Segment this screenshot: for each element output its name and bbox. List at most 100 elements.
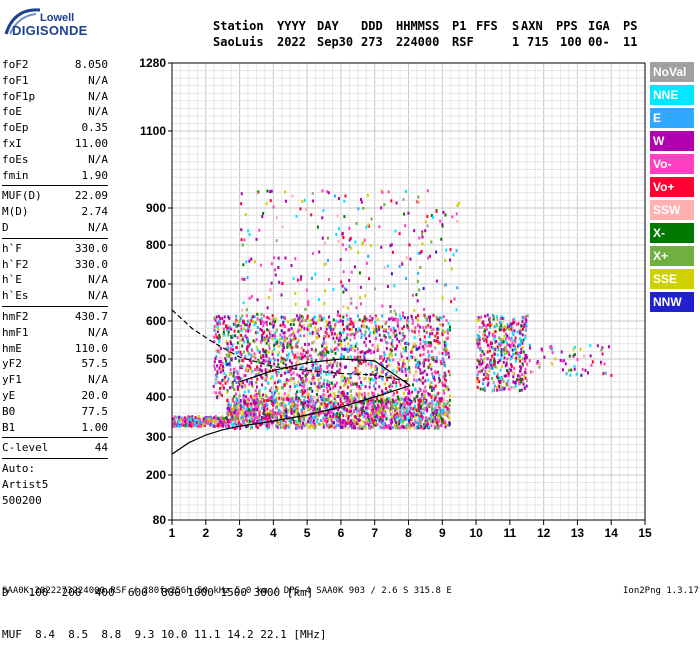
echo-point	[510, 325, 513, 329]
echo-point	[338, 337, 341, 341]
echo-point	[380, 389, 383, 393]
echo-point	[327, 334, 330, 338]
echo-point	[562, 359, 565, 363]
echo-point	[301, 421, 304, 425]
echo-point	[336, 394, 339, 398]
echo-point	[386, 364, 389, 368]
echo-point	[345, 365, 348, 369]
echo-point	[489, 358, 492, 362]
echo-point	[367, 362, 370, 366]
echo-point	[389, 424, 392, 428]
echo-point	[233, 414, 236, 418]
echo-point	[252, 396, 255, 400]
echo-point	[402, 361, 405, 365]
echo-point	[297, 318, 300, 322]
echo-point	[329, 414, 332, 418]
echo-point	[302, 399, 305, 403]
echo-point	[504, 347, 507, 351]
echo-point	[293, 404, 296, 408]
echo-point	[506, 357, 509, 361]
echo-point	[429, 413, 432, 417]
echo-point	[405, 401, 408, 405]
echo-point	[510, 355, 513, 359]
echo-point	[346, 306, 349, 310]
echo-point	[519, 338, 522, 342]
echo-point	[247, 326, 250, 330]
echo-point	[266, 337, 269, 341]
echo-point	[322, 340, 325, 344]
echo-point	[308, 353, 311, 357]
echo-point	[298, 425, 301, 429]
echo-point	[292, 323, 295, 327]
echo-point	[386, 370, 389, 374]
echo-point	[318, 400, 321, 404]
echo-point	[357, 351, 360, 355]
echo-point	[498, 336, 501, 340]
echo-point	[366, 403, 369, 407]
echo-point	[247, 329, 250, 333]
echo-point	[227, 355, 230, 359]
echo-point	[360, 332, 363, 336]
echo-point	[236, 369, 239, 373]
echo-point	[447, 410, 450, 414]
echo-point	[331, 414, 334, 418]
echo-point	[210, 417, 213, 421]
echo-point	[348, 417, 351, 421]
echo-point	[301, 401, 304, 405]
echo-point	[406, 321, 409, 325]
echo-point	[500, 365, 503, 369]
echo-point	[242, 397, 245, 401]
echo-point	[362, 241, 365, 245]
echo-point	[220, 416, 223, 420]
echo-point	[395, 398, 398, 402]
echo-point	[257, 423, 260, 427]
echo-point	[364, 294, 367, 298]
echo-point	[309, 387, 312, 391]
echo-point	[260, 353, 263, 357]
echo-point	[357, 362, 360, 366]
echo-point	[238, 421, 241, 425]
echo-point	[258, 388, 261, 392]
parameter-value: 20.0	[81, 389, 109, 402]
echo-point	[519, 359, 522, 363]
echo-point	[219, 370, 222, 374]
echo-point	[229, 363, 232, 367]
echo-point	[505, 341, 508, 345]
echo-point	[243, 421, 246, 425]
echo-point	[257, 417, 260, 421]
echo-point	[226, 390, 229, 394]
echo-point	[319, 370, 322, 374]
echo-point	[248, 419, 251, 423]
echo-point	[431, 406, 434, 410]
y-tick-label: 900	[146, 201, 166, 215]
echo-point	[231, 413, 234, 417]
parameter-value: N/A	[88, 273, 108, 287]
echo-point	[304, 307, 307, 311]
echo-point	[401, 314, 404, 318]
echo-point	[388, 397, 391, 401]
echo-point	[329, 328, 332, 332]
echo-point	[250, 425, 253, 429]
echo-point	[428, 343, 431, 347]
echo-point	[386, 264, 389, 268]
echo-point	[261, 336, 264, 340]
echo-point	[383, 351, 386, 355]
echo-point	[363, 351, 366, 355]
echo-point	[403, 349, 406, 353]
echo-point	[521, 333, 524, 337]
echo-point	[277, 370, 280, 374]
echo-point	[294, 353, 297, 357]
echo-point	[372, 401, 375, 405]
echo-point	[366, 350, 369, 354]
echo-point	[424, 421, 427, 425]
echo-point	[418, 378, 421, 382]
echo-point	[325, 407, 328, 411]
echo-point	[355, 414, 358, 418]
echo-point	[274, 341, 277, 345]
echo-point	[261, 369, 264, 373]
echo-point	[256, 419, 259, 423]
echo-point	[326, 379, 329, 383]
echo-point	[250, 368, 253, 372]
echo-point	[485, 373, 488, 377]
echo-point	[341, 231, 344, 235]
